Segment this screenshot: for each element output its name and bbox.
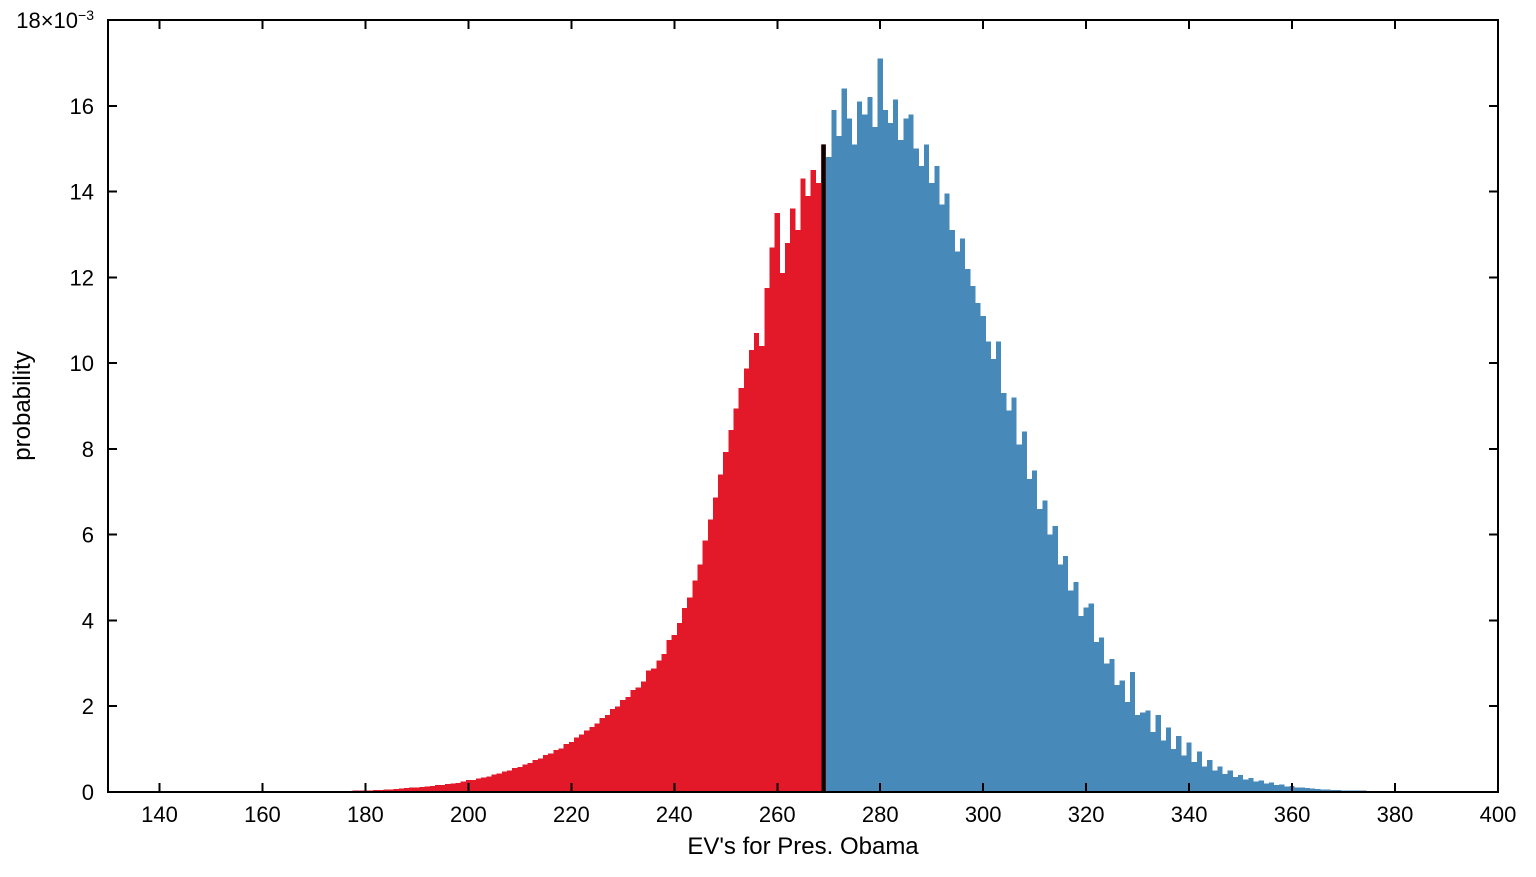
y-tick-label: 0 bbox=[82, 780, 94, 805]
y-tick-label: 2 bbox=[82, 694, 94, 719]
y-tick-label: 6 bbox=[82, 523, 94, 548]
chart-svg: 1401601802002202402602803003203403603804… bbox=[0, 0, 1536, 877]
x-tick-label: 140 bbox=[141, 802, 178, 827]
histogram-bars bbox=[332, 59, 1387, 792]
x-tick-label: 340 bbox=[1171, 802, 1208, 827]
x-tick-label: 200 bbox=[450, 802, 487, 827]
x-tick-label: 400 bbox=[1480, 802, 1517, 827]
x-axis-label: EV's for Pres. Obama bbox=[687, 833, 919, 860]
x-tick-label: 240 bbox=[656, 802, 693, 827]
x-tick-label: 380 bbox=[1377, 802, 1414, 827]
x-tick-label: 160 bbox=[244, 802, 281, 827]
y-top-exponent: 18×10−3 bbox=[16, 7, 94, 33]
y-axis-label: probability bbox=[9, 351, 36, 460]
x-tick-label: 300 bbox=[965, 802, 1002, 827]
x-tick-label: 180 bbox=[347, 802, 384, 827]
x-tick-label: 220 bbox=[553, 802, 590, 827]
y-tick-label: 4 bbox=[82, 608, 94, 633]
y-tick-label: 12 bbox=[70, 265, 94, 290]
x-tick-label: 360 bbox=[1274, 802, 1311, 827]
x-tick-label: 280 bbox=[862, 802, 899, 827]
y-tick-label: 16 bbox=[70, 94, 94, 119]
x-tick-label: 320 bbox=[1068, 802, 1105, 827]
y-tick-label: 8 bbox=[82, 437, 94, 462]
y-tick-label: 10 bbox=[70, 351, 94, 376]
probability-histogram: 1401601802002202402602803003203403603804… bbox=[0, 0, 1536, 877]
x-tick-label: 260 bbox=[759, 802, 796, 827]
y-tick-label: 14 bbox=[70, 180, 94, 205]
